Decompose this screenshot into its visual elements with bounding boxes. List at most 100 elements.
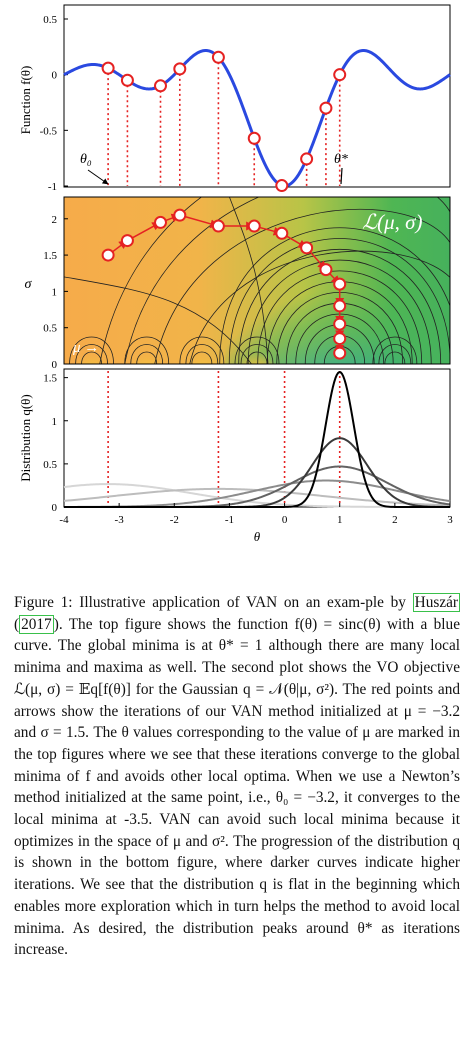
top-ytick-label: -1	[48, 181, 57, 193]
middle-y-ticks: 2 1.5 1 0.5 0	[43, 214, 68, 371]
theta0-label: θ₀	[80, 152, 92, 167]
top-iterate-marker	[120, 73, 134, 87]
top-iterate-marker	[319, 101, 333, 115]
caption-lead: Figure 1: Illustrative application of VA…	[14, 594, 413, 611]
citation-author: Huszár	[414, 594, 458, 611]
bottom-ytick-label: 0	[52, 502, 58, 514]
contour-line	[372, 336, 418, 364]
bottom-xlabel: θ	[254, 529, 261, 544]
contour-line	[240, 344, 274, 364]
bottom-ylabel: Distribution q(θ)	[18, 394, 33, 481]
middle-ylabel: σ	[25, 277, 33, 292]
middle-ytick-label: 2	[52, 214, 58, 226]
top-iterate-marker	[333, 68, 347, 82]
top-iterate-markers	[101, 50, 347, 193]
middle-ytick-label: 1.5	[43, 250, 57, 262]
panel-bottom: 1.510.50 -4 -3 -2 -1 0 1 2 3 Distribution q(θ) …	[18, 368, 453, 544]
bottom-y-ticks: 1.5 1 0.5 0	[43, 373, 68, 514]
path-point	[319, 263, 333, 277]
figure-caption: Figure 1: Illustrative application of VA…	[14, 593, 460, 959]
contour-line	[378, 344, 412, 364]
path-point	[333, 299, 347, 313]
citation-link[interactable]: Huszár	[412, 593, 460, 612]
path-point	[333, 346, 347, 360]
contour-line	[229, 197, 269, 364]
path-point	[333, 317, 347, 331]
contour-line	[124, 336, 170, 364]
contour-line	[130, 344, 164, 364]
bottom-xtick-label: 0	[282, 514, 288, 526]
citation-year-link[interactable]: 2017	[19, 614, 54, 634]
bottom-ytick-label: 0.5	[43, 459, 57, 471]
path-point	[211, 219, 225, 233]
bottom-xtick-label: -4	[59, 514, 69, 526]
path-point	[101, 248, 115, 262]
top-ylabel: Function f(θ)	[18, 66, 33, 135]
contour-line	[99, 197, 203, 364]
bottom-xtick-label: 1	[337, 514, 343, 526]
path-point	[120, 234, 134, 248]
contour-line	[234, 336, 280, 364]
path-point	[333, 332, 347, 346]
theta-star-label: θ*	[334, 152, 348, 167]
top-iterate-marker	[211, 50, 225, 64]
mu-arrow-label: μ →	[72, 340, 99, 356]
top-iterate-marker	[247, 131, 261, 145]
bottom-x-ticks: -4 -3 -2 -1 0 1 2 3	[59, 503, 453, 526]
caption-body: . The top figure shows the function f(θ)…	[14, 615, 460, 959]
theta-star-arrow	[340, 167, 343, 185]
contour-line	[136, 351, 158, 364]
path-point	[333, 277, 347, 291]
panel-middle: 2 1.5 1 0.5 0 σ ℒ(μ, σ) μ →	[25, 196, 451, 371]
bottom-xtick-label: -2	[170, 514, 179, 526]
middle-ytick-label: 0.5	[43, 323, 57, 335]
top-ytick-label: 0.5	[43, 14, 57, 26]
ripple-bump	[237, 334, 277, 364]
contour-line	[246, 351, 268, 364]
bottom-ytick-label: 1.5	[43, 373, 57, 385]
panel-top-frame	[63, 4, 451, 188]
contour-line	[384, 351, 406, 364]
panel-middle-frame	[63, 196, 451, 365]
top-iterate-marker	[154, 79, 167, 93]
contour-line	[191, 351, 213, 364]
top-iterate-marker	[101, 61, 115, 75]
theta0-arrow	[87, 169, 109, 185]
bottom-xtick-label: 3	[447, 514, 453, 526]
contour-line	[69, 336, 114, 364]
path-point	[300, 241, 314, 255]
bottom-ytick-label: 1	[52, 416, 58, 428]
top-y-ticks: 0.5 0 -0.5 -1	[40, 14, 68, 193]
top-ytick-label: -0.5	[40, 125, 58, 137]
bottom-xtick-label: -1	[225, 514, 234, 526]
bottom-xtick-label: 2	[392, 514, 398, 526]
figure-1: 0.50-0.5-1 Function f(θ) θ₀ θ* 21.510.50…	[18, 4, 453, 544]
contour-line	[179, 336, 225, 364]
contour-line	[238, 249, 442, 364]
contour-line	[247, 259, 432, 364]
contour-line	[75, 344, 108, 364]
contour-line	[81, 351, 102, 364]
contour-line	[185, 344, 219, 364]
contour-line	[189, 250, 450, 364]
top-ytick-label: 0	[52, 70, 58, 82]
path-point	[275, 226, 289, 240]
panel-top: 0.5 0 -0.5 -1 Function f(θ) θ₀ θ*	[18, 4, 451, 193]
top-iterate-marker	[275, 179, 289, 193]
path-point	[173, 208, 187, 222]
contour-line	[154, 208, 450, 364]
middle-ytick-label: 1	[52, 286, 58, 298]
path-point	[247, 219, 261, 233]
objective-label: ℒ(μ, σ)	[362, 210, 423, 234]
contour-line	[257, 270, 423, 364]
citation-year: 2017	[21, 615, 52, 633]
contour-line	[64, 276, 252, 364]
distribution-curve	[64, 371, 450, 508]
path-arrow	[179, 214, 220, 229]
bottom-xtick-label: -3	[115, 514, 125, 526]
top-iterate-marker	[173, 62, 187, 76]
distribution-curves	[63, 371, 451, 508]
middle-ytick-label: 0	[52, 359, 58, 371]
path-point	[154, 215, 167, 229]
van-iteration-path	[101, 208, 347, 360]
